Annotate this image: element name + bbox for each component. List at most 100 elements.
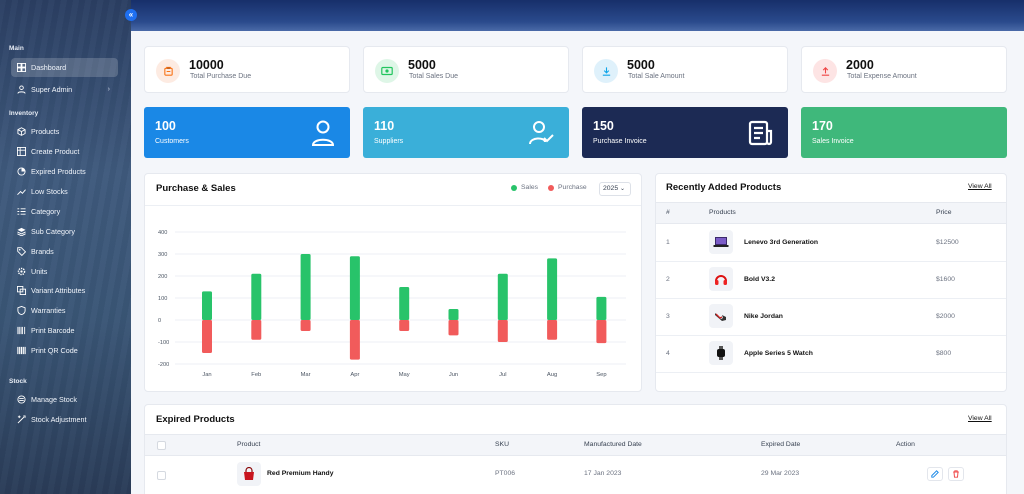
year-select[interactable]: 2025 ⌄: [599, 182, 631, 196]
user-icon: [311, 120, 335, 146]
sidebar-item-category[interactable]: Category: [11, 202, 118, 221]
card-sales-invoice[interactable]: 170 Sales Invoice: [801, 107, 1007, 158]
sidebar-item-label: Units: [31, 267, 48, 276]
sidebar-item-manage-stock[interactable]: Manage Stock: [11, 390, 118, 409]
row-checkbox[interactable]: [157, 471, 166, 480]
product-name: Bold V3.2: [744, 276, 775, 283]
column-header: Price: [936, 209, 952, 216]
bar-sales-feb[interactable]: [251, 273, 262, 320]
sidebar-item-stock-adjustment[interactable]: Stock Adjustment: [11, 410, 118, 429]
stack-icon: [17, 395, 26, 404]
bar-purchase-mar[interactable]: [300, 320, 311, 331]
file-icon: [156, 59, 180, 83]
sidebar-item-label: Dashboard: [31, 63, 67, 72]
stack-icon: [17, 227, 26, 236]
sidebar-item-create-product[interactable]: Create Product: [11, 142, 118, 161]
purchase-dot-icon: [548, 184, 554, 191]
top-header-bar: [131, 0, 1024, 31]
column-header: #: [666, 209, 670, 216]
bar-sales-jul[interactable]: [497, 273, 508, 320]
column-header: SKU: [495, 441, 509, 448]
sidebar-item-products[interactable]: Products: [11, 122, 118, 141]
card-customers[interactable]: 100 Customers: [144, 107, 350, 158]
manufactured-date: 17 Jan 2023: [584, 470, 622, 477]
column-header: Manufactured Date: [584, 441, 642, 448]
row-number: 4: [666, 350, 670, 357]
sidebar-item-label: Stock Adjustment: [31, 415, 87, 424]
view-all-link[interactable]: View All: [968, 415, 992, 422]
sidebar-item-sub-category[interactable]: Sub Category: [11, 222, 118, 241]
sidebar-item-label: Expired Products: [31, 167, 86, 176]
card-value: 100: [155, 119, 176, 133]
sales-dot-icon: [511, 184, 517, 191]
product-name: Lenevo 3rd Generation: [744, 239, 819, 246]
bar-sales-jun[interactable]: [448, 309, 459, 320]
qrcode-icon: [17, 346, 26, 355]
product-name[interactable]: Red Premium Handy: [267, 470, 334, 477]
bar-sales-sep[interactable]: [596, 296, 607, 320]
list-icon: [17, 207, 26, 216]
y-tick-label: 0: [158, 318, 161, 324]
sidebar-item-low-stocks[interactable]: Low Stocks: [11, 182, 118, 201]
view-all-link[interactable]: View All: [968, 183, 992, 190]
bar-sales-apr[interactable]: [349, 256, 360, 320]
bar-purchase-jun[interactable]: [448, 320, 459, 336]
sidebar-item-variant-attributes[interactable]: Variant Attributes: [11, 281, 118, 300]
sidebar-item-label: Super Admin: [31, 85, 73, 94]
select-all-checkbox[interactable]: [157, 441, 166, 450]
sidebar-item-brands[interactable]: Brands: [11, 242, 118, 261]
user-icon: [17, 85, 26, 94]
sidebar-item-print-barcode[interactable]: Print Barcode: [11, 321, 118, 340]
row-number: 1: [666, 239, 670, 246]
bar-purchase-apr[interactable]: [349, 320, 360, 360]
trash-icon: [953, 470, 959, 478]
sidebar: [0, 0, 131, 494]
sidebar-item-super-admin[interactable]: Super Admin ›: [11, 80, 118, 99]
bar-sales-mar[interactable]: [300, 254, 311, 320]
bar-purchase-may[interactable]: [399, 320, 410, 331]
delete-button[interactable]: [948, 467, 964, 481]
chevron-right-icon: ›: [107, 86, 110, 93]
card-purchase-invoice[interactable]: 150 Purchase Invoice: [582, 107, 788, 158]
y-tick-label: 400: [158, 230, 167, 236]
divider: [656, 298, 1006, 299]
invoice-icon: [748, 120, 773, 146]
sidebar-item-label: Print Barcode: [31, 326, 75, 335]
purchase-sales-panel: [144, 173, 642, 392]
collapse-sidebar-button[interactable]: «: [125, 9, 137, 21]
bar-purchase-jan[interactable]: [202, 320, 212, 353]
card-suppliers[interactable]: 110 Suppliers: [363, 107, 569, 158]
stat-label: Total Sale Amount: [628, 73, 685, 80]
table-header: [656, 202, 1006, 224]
sidebar-item-expired-products[interactable]: Expired Products: [11, 162, 118, 181]
edit-button[interactable]: [927, 467, 943, 481]
legend-purchase: Purchase: [548, 184, 587, 191]
cash-icon: [375, 59, 399, 83]
divider: [656, 335, 1006, 336]
bag-icon: [237, 462, 261, 486]
sidebar-item-warranties[interactable]: Warranties: [11, 301, 118, 320]
y-tick-label: -100: [158, 340, 169, 346]
stat-value: 5000: [627, 58, 655, 72]
sidebar-item-units[interactable]: Units: [11, 262, 118, 281]
expired-date: 29 Mar 2023: [761, 470, 800, 477]
bar-sales-may[interactable]: [399, 287, 410, 320]
section-inventory: Inventory: [9, 110, 39, 117]
sidebar-item-label: Low Stocks: [31, 187, 68, 196]
bar-purchase-sep[interactable]: [596, 320, 607, 344]
card-value: 170: [812, 119, 833, 133]
headphones-icon: [709, 267, 733, 291]
bar-purchase-feb[interactable]: [251, 320, 262, 340]
column-header: Products: [709, 209, 736, 216]
bar-sales-aug[interactable]: [547, 258, 558, 320]
sidebar-item-label: Sub Category: [31, 227, 75, 236]
sidebar-item-dashboard[interactable]: Dashboard: [11, 58, 118, 77]
bar-sales-jan[interactable]: [202, 291, 212, 320]
sidebar-item-print-qr-code[interactable]: Print QR Code: [11, 341, 118, 360]
bar-purchase-jul[interactable]: [497, 320, 508, 342]
bar-purchase-aug[interactable]: [547, 320, 558, 340]
y-tick-label: 100: [158, 296, 167, 302]
product-sku: PT006: [495, 470, 516, 477]
y-tick-label: -200: [158, 362, 169, 368]
stat-label: Total Purchase Due: [190, 73, 252, 80]
